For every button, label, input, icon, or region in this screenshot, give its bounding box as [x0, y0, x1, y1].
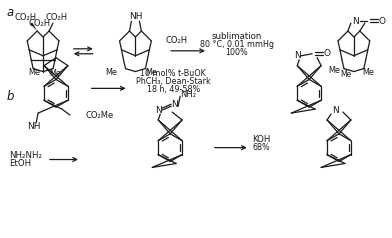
Text: CO₂H: CO₂H	[165, 36, 187, 45]
Text: PhCH₃, Dean-Stark: PhCH₃, Dean-Stark	[136, 77, 211, 86]
Text: N: N	[155, 106, 162, 115]
Text: CO₂H: CO₂H	[28, 19, 50, 28]
Text: O: O	[378, 17, 385, 26]
Text: sublimation: sublimation	[212, 32, 262, 41]
Text: Me: Me	[328, 66, 340, 75]
Text: b: b	[6, 90, 14, 103]
Text: KOH: KOH	[252, 135, 271, 144]
Text: Me: Me	[106, 68, 118, 77]
Text: 80 °C, 0.01 mmHg: 80 °C, 0.01 mmHg	[200, 40, 274, 49]
Text: EtOH: EtOH	[9, 159, 31, 168]
Text: N: N	[171, 100, 178, 109]
Text: N: N	[294, 51, 301, 60]
Text: 10 mol% t-BuOK: 10 mol% t-BuOK	[140, 69, 206, 78]
Text: CO₂H: CO₂H	[14, 13, 36, 22]
Text: Me: Me	[28, 68, 40, 77]
Text: NH: NH	[129, 12, 142, 21]
Text: Me: Me	[145, 68, 157, 77]
Text: Me: Me	[340, 70, 352, 79]
Polygon shape	[30, 22, 37, 31]
Text: a: a	[6, 6, 14, 19]
Text: 18 h, 49-58%: 18 h, 49-58%	[147, 85, 200, 94]
Text: O: O	[323, 49, 330, 58]
Text: Me: Me	[362, 68, 374, 77]
Text: N: N	[332, 106, 338, 115]
Text: NH₂NH₂: NH₂NH₂	[9, 151, 42, 160]
Text: 68%: 68%	[253, 143, 270, 152]
Text: NH₂: NH₂	[180, 90, 196, 99]
Text: 100%: 100%	[225, 48, 248, 57]
Text: Me: Me	[49, 69, 61, 78]
Text: NH: NH	[27, 122, 41, 131]
Text: N: N	[352, 17, 359, 26]
Text: CO₂Me: CO₂Me	[86, 110, 114, 119]
Text: CO₂H: CO₂H	[46, 13, 68, 22]
